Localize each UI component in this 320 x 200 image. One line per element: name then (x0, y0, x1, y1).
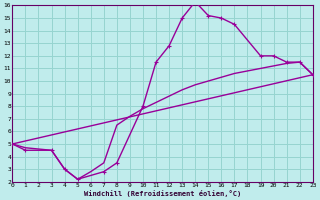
X-axis label: Windchill (Refroidissement éolien,°C): Windchill (Refroidissement éolien,°C) (84, 190, 241, 197)
